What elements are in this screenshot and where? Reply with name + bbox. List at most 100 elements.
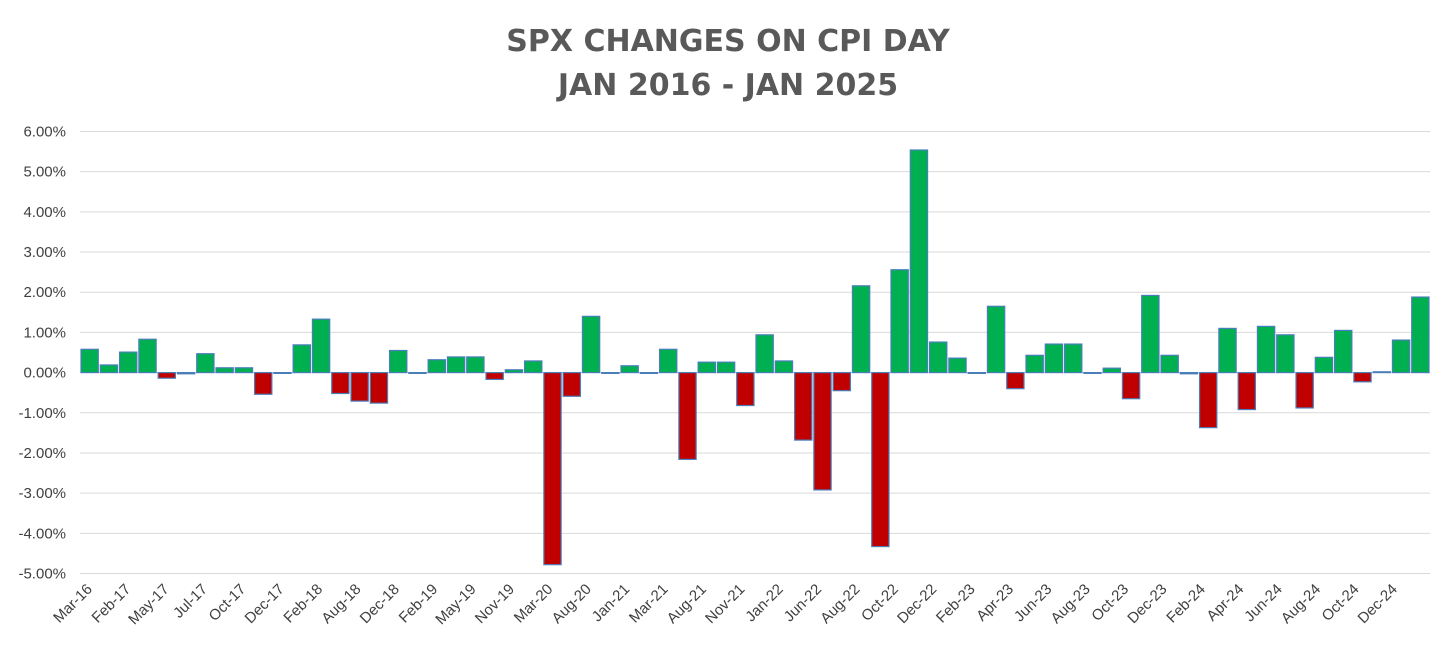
x-tick-label: Jul-17 [170,581,211,622]
bar [273,371,292,374]
bar [697,361,717,374]
bar [601,371,620,374]
x-tick-label: Jan-21 [589,581,633,625]
bar [793,371,813,441]
bar [1333,329,1353,374]
bar [350,371,369,402]
bar [1121,371,1141,400]
y-tick-label: 4.00% [23,204,66,221]
x-tick-label: Jan-22 [742,581,786,625]
bar [1372,371,1392,374]
bar [1160,354,1179,374]
x-tick-label: Oct-17 [206,581,250,625]
bar [369,371,389,404]
bar [1198,371,1218,429]
y-tick-label: 5.00% [23,164,66,181]
bar [755,334,774,374]
bar [851,285,871,374]
x-tick-label: May-19 [432,581,479,628]
x-tick-label: Aug-18 [318,581,364,627]
bar [1353,371,1372,383]
x-tick-label: Oct-22 [858,581,902,625]
x-tick-label: Dec-24 [1355,581,1401,627]
gridlines [80,131,1430,574]
bar [1179,371,1199,375]
bar [1411,296,1430,374]
chart-title-line-1: SPX CHANGES ON CPI DAY [506,24,951,59]
bar [176,371,196,375]
bar [736,371,755,407]
y-axis-ticks: 6.00% 5.00% 4.00% 3.00% 2.00% 1.00% 0.00% -1.00… [18,124,66,583]
bar [388,349,408,374]
x-axis-ticks: Mar-16Feb-17May-17Jul-17Oct-17Dec-17Feb-… [50,581,1401,628]
x-tick-label: Nov-21 [702,581,748,627]
x-tick-label: Mar-16 [50,581,96,627]
bar [523,360,543,374]
bar [871,371,890,548]
y-tick-label: 6.00% [23,124,66,141]
bar [485,371,504,381]
bar [543,371,562,566]
bar [466,356,485,374]
chart-title: SPX CHANGES ON CPI DAY JAN 2016 - JAN 20… [506,24,951,103]
bar [215,367,234,374]
bar [118,351,138,374]
bar [1141,294,1160,374]
x-tick-label: Apr-24 [1203,581,1247,625]
bar [311,318,331,374]
x-tick-label: Jun-24 [1241,581,1285,625]
x-tick-label: Aug-21 [664,581,710,627]
x-tick-label: Apr-23 [973,581,1017,625]
bar [620,365,639,374]
x-tick-label: Jun-22 [781,581,825,625]
bar [1025,354,1044,374]
bar [928,341,948,374]
x-tick-label: Oct-24 [1319,581,1363,625]
bar [408,371,427,374]
bar [1044,343,1064,374]
bar [446,356,466,374]
y-tick-label: 2.00% [23,284,66,301]
x-tick-label: Dec-22 [894,581,940,627]
bar [678,371,697,460]
x-tick-label: Aug-22 [817,581,863,627]
x-tick-label: Aug-23 [1048,581,1094,627]
bar [99,364,119,374]
bar [948,357,967,374]
bar [1256,325,1276,374]
bar [986,305,1006,374]
bar [292,344,312,374]
bar [1063,343,1083,374]
bar [234,367,254,374]
y-tick-label: 0.00% [23,365,66,382]
x-tick-label: Dec-18 [357,581,403,627]
bar [909,149,929,374]
bar [581,315,601,374]
bar [890,269,909,374]
y-tick-label: -2.00% [18,445,66,462]
y-tick-label: -3.00% [18,485,66,502]
x-tick-label: Mar-20 [511,581,557,627]
bar [1391,339,1411,374]
bar [196,353,215,374]
bar [1102,367,1122,374]
bar [1295,371,1314,409]
bar [562,371,582,397]
x-tick-label: May-17 [125,581,172,628]
bar [157,371,177,379]
x-tick-label: Feb-18 [280,581,326,627]
y-tick-label: -5.00% [18,566,66,583]
bar [80,348,99,374]
x-tick-label: Dec-17 [242,581,288,627]
x-tick-label: Nov-19 [472,581,518,627]
bar [658,348,678,374]
x-tick-label: Jun-23 [1011,581,1055,625]
bar [1218,327,1237,374]
x-tick-label: Feb-24 [1163,581,1209,627]
x-tick-label: Dec-23 [1124,581,1170,627]
x-tick-label: Mar-21 [626,581,672,627]
bar [716,361,736,374]
bar [832,371,852,392]
